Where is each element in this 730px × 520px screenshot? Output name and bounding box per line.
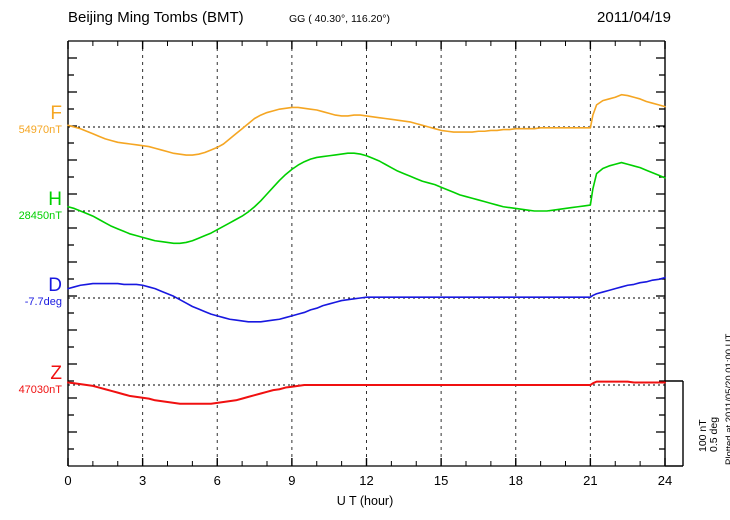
x-tick-label: 6 [213, 473, 221, 488]
observation-date: 2011/04/19 [597, 9, 671, 26]
component-baseline-d: -7.7deg [24, 296, 62, 308]
x-tick-label: 9 [288, 473, 296, 488]
trace-z [67, 380, 666, 405]
station-title: Beijing Ming Tombs (BMT) [68, 9, 244, 26]
component-letter-z: Z [50, 363, 62, 384]
trace-h [67, 152, 666, 245]
plotted-at-timestamp: Plotted at 2011/05/20 01:00 UT [724, 333, 730, 465]
component-baseline-h: 28450nT [18, 210, 62, 222]
x-tick-label: 24 [657, 473, 673, 488]
x-axis-title: U T (hour) [336, 494, 394, 508]
x-tick-label: 0 [64, 473, 72, 488]
component-baseline-z: 47030nT [18, 384, 62, 396]
x-tick-label: 15 [433, 473, 449, 488]
component-baseline-f: 54970nT [18, 124, 62, 136]
x-tick-label: 18 [508, 473, 523, 488]
x-tick-label: 12 [359, 473, 374, 488]
component-letter-d: D [48, 275, 62, 296]
component-letter-f: F [50, 103, 62, 124]
chart-header: Beijing Ming Tombs (BMT) GG ( 40.30°, 11… [0, 0, 730, 36]
component-label-f: F 54970nT [4, 104, 62, 137]
x-tick-label: 21 [583, 473, 598, 488]
component-label-h: H 28450nT [4, 190, 62, 223]
trace-f [67, 93, 666, 156]
trace-d [67, 276, 666, 323]
component-letter-h: H [48, 189, 62, 210]
geographic-coordinates: GG ( 40.30°, 116.20°) [289, 13, 391, 25]
x-tick-label: 3 [139, 473, 147, 488]
component-label-d: D -7.7deg [4, 276, 62, 309]
component-label-z: Z 47030nT [4, 364, 62, 397]
scale-bar-deg-label: 0.5 deg [708, 416, 720, 452]
